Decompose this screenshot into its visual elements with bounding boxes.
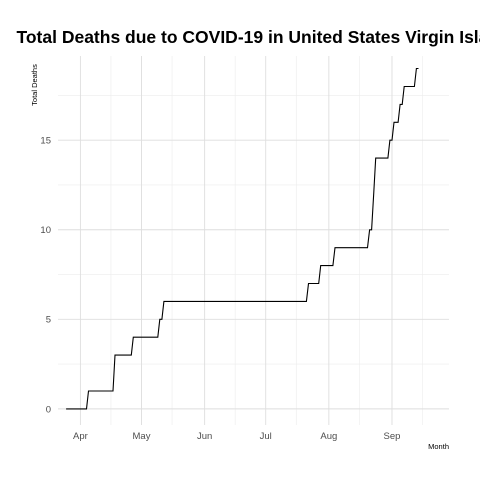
x-tick-label: Sep	[384, 431, 401, 442]
x-tick-label: Apr	[73, 431, 88, 442]
y-tick-label: 15	[40, 136, 51, 147]
tick-labels: 0 5 10 15 Apr May Jun Jul Aug Sep	[40, 136, 400, 442]
total-deaths-line	[66, 67, 419, 410]
y-tick-label: 5	[46, 315, 51, 326]
x-axis-title: Month	[428, 442, 449, 451]
x-tick-label: May	[133, 431, 151, 442]
gridlines	[58, 56, 449, 425]
x-tick-label: Aug	[320, 431, 337, 442]
x-tick-label: Jun	[197, 431, 212, 442]
y-tick-label: 10	[40, 225, 51, 236]
y-axis-title: Total Deaths	[30, 64, 39, 106]
y-tick-label: 0	[46, 404, 51, 415]
series-group	[66, 67, 419, 410]
chart-title: Total Deaths due to COVID-19 in United S…	[16, 27, 480, 47]
x-tick-label: Jul	[260, 431, 272, 442]
